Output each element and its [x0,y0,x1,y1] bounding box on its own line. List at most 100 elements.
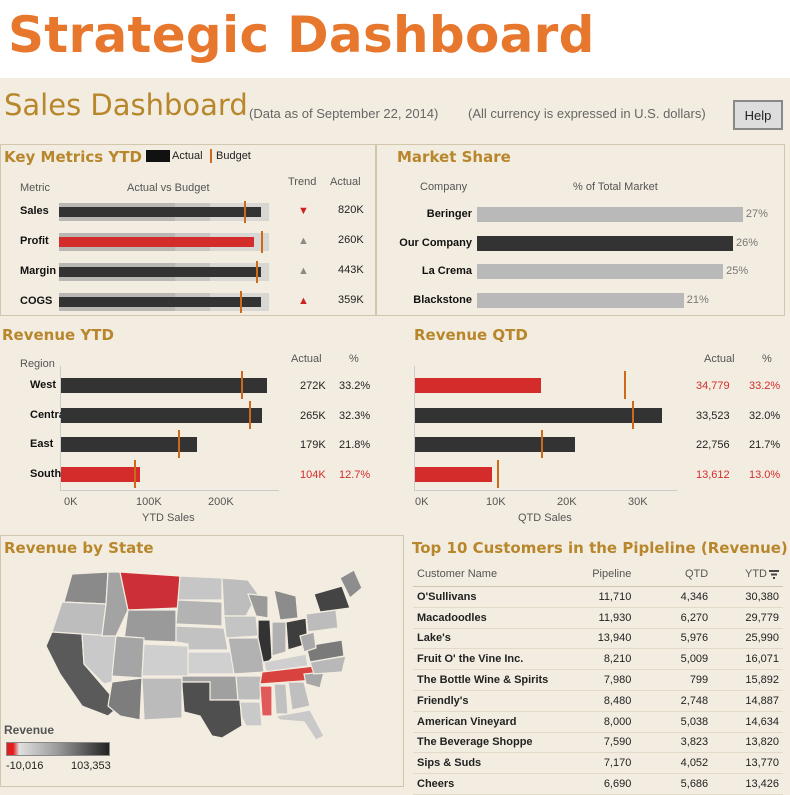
qtd-pct-value: 32.0% [749,409,781,422]
sort-descending-icon[interactable] [769,569,779,579]
top-customers-title: Top 10 Customers in the Pipleline (Reven… [412,539,788,557]
help-button[interactable]: Help [733,100,783,130]
state-montana[interactable] [119,571,181,611]
qtd-actual-bar [415,437,575,452]
ms-company-label: La Crema [421,265,472,277]
ytd-region-label: Central [30,408,68,421]
state-florida[interactable] [274,709,325,741]
table-row[interactable]: American Vineyard 8,000 5,038 14,634 [413,711,783,733]
state-oregon[interactable] [51,601,107,637]
customer-name-cell: Sips & Suds [413,752,579,775]
col-customer-name[interactable]: Customer Name [413,562,579,587]
table-row[interactable]: Cheers 6,690 5,686 13,426 [413,773,783,795]
ytd-tick-label: 200K [208,496,234,508]
state-georgia[interactable] [287,681,311,711]
ytd-pct-value: 12.7% [339,468,371,481]
ytd-cell: 16,071 [708,648,783,671]
ytd-cell: 14,634 [708,711,783,733]
table-row[interactable]: The Beverage Shoppe 7,590 3,823 13,820 [413,732,783,754]
ytd-budget-tick [248,400,251,429]
customer-name-cell: The Bottle Wine & Spirits [413,669,579,691]
table-row[interactable]: O'Sullivans 11,710 4,346 30,380 [413,586,783,608]
qtd-budget-tick [541,430,544,458]
table-row[interactable]: Friendly's 8,480 2,748 14,887 [413,690,783,712]
qtd-budget-tick [632,400,635,429]
col-qtd[interactable]: QTD [631,562,709,587]
state-colorado[interactable] [141,643,189,677]
ytd-col-region: Region [20,358,55,370]
pipeline-cell: 7,980 [578,669,632,691]
customer-name-cell: American Vineyard [413,711,579,733]
state-wisconsin[interactable] [247,593,269,619]
km-budget-tick [256,261,259,283]
state-new-york[interactable] [313,585,351,613]
col-pipeline[interactable]: Pipeline [578,562,632,587]
us-state-map[interactable] [24,566,374,741]
state-texas[interactable] [181,681,243,739]
table-row[interactable]: Lake's 13,940 5,976 25,990 [413,628,783,650]
table-row[interactable]: Sips & Suds 7,170 4,052 13,770 [413,752,783,775]
revenue-by-state-panel [0,535,404,787]
qtd-actual-bar [415,466,492,482]
table-row[interactable]: Macadoodles 11,930 6,270 29,779 [413,607,783,629]
state-arizona[interactable] [107,677,143,721]
state-utah[interactable] [111,635,145,679]
trend-up-icon: ▲ [298,265,309,277]
qtd-cell: 2,748 [631,690,709,712]
customer-name-cell: The Beverage Shoppe [413,732,579,754]
data-as-of: (Data as of September 22, 2014) [249,106,439,121]
state-nebraska[interactable] [175,625,229,651]
km-col-trend: Trend [288,176,317,188]
state-iowa[interactable] [223,615,259,639]
trend-up-icon: ▲ [298,235,309,247]
state-michigan[interactable] [273,589,299,621]
revenue-by-state-title: Revenue by State [4,539,154,557]
ytd-actual-bar [61,378,267,393]
ytd-budget-tick [178,430,181,458]
customer-name-cell: Macadoodles [413,607,579,629]
ytd-actual-bar [61,466,140,482]
map-legend-max: 103,353 [71,760,111,772]
qtd-cell: 5,686 [631,773,709,795]
state-indiana[interactable] [271,621,287,657]
state-louisiana[interactable] [239,701,263,727]
qtd-cell: 5,976 [631,628,709,650]
legend-budget-label: Budget [216,150,251,162]
state-west-virginia[interactable] [299,631,317,653]
customer-name-cell: O'Sullivans [413,586,579,608]
km-metric-label: Sales [20,205,49,217]
col-ytd[interactable]: YTD [708,562,783,587]
state-new-england[interactable] [339,569,363,599]
state-north-dakota[interactable] [177,575,223,601]
legend-actual-label: Actual [172,150,203,162]
state-new-mexico[interactable] [141,677,183,721]
banner-title: Strategic Dashboard [8,6,595,64]
state-mississippi[interactable] [259,685,273,717]
map-legend-gradient [6,742,110,756]
table-row[interactable]: Fruit O' the Vine Inc. 8,210 5,009 16,071 [413,648,783,671]
ms-company-label: Our Company [399,236,472,249]
km-actual-value: 359K [338,294,364,306]
ytd-actual-bar [61,407,262,423]
trend-down-icon: ▼ [298,205,309,217]
qtd-pct-value: 33.2% [749,380,781,392]
qtd-tick-label: 10K [486,496,506,508]
pipeline-cell: 7,170 [578,752,632,775]
ms-company-label: Blackstone [413,293,472,306]
ytd-actual-bar [61,437,197,452]
qtd-col-actual: Actual [704,353,735,365]
top-customers-table: Customer Name Pipeline QTD YTD O'Sulliva… [413,562,783,795]
state-south-dakota[interactable] [175,599,223,627]
state-pennsylvania[interactable] [305,609,339,633]
table-row[interactable]: The Bottle Wine & Spirits 7,980 799 15,892 [413,669,783,691]
legend-actual-swatch [146,150,170,162]
pipeline-cell: 11,710 [578,586,632,608]
state-arkansas[interactable] [235,675,263,701]
km-col-metric: Metric [20,182,50,194]
state-washington[interactable] [63,571,109,605]
km-metric-label: COGS [20,295,53,307]
state-kansas[interactable] [187,651,235,675]
km-metric-label: Profit [20,235,49,247]
state-alabama[interactable] [273,683,289,715]
revenue-qtd-title: Revenue QTD [414,326,528,344]
